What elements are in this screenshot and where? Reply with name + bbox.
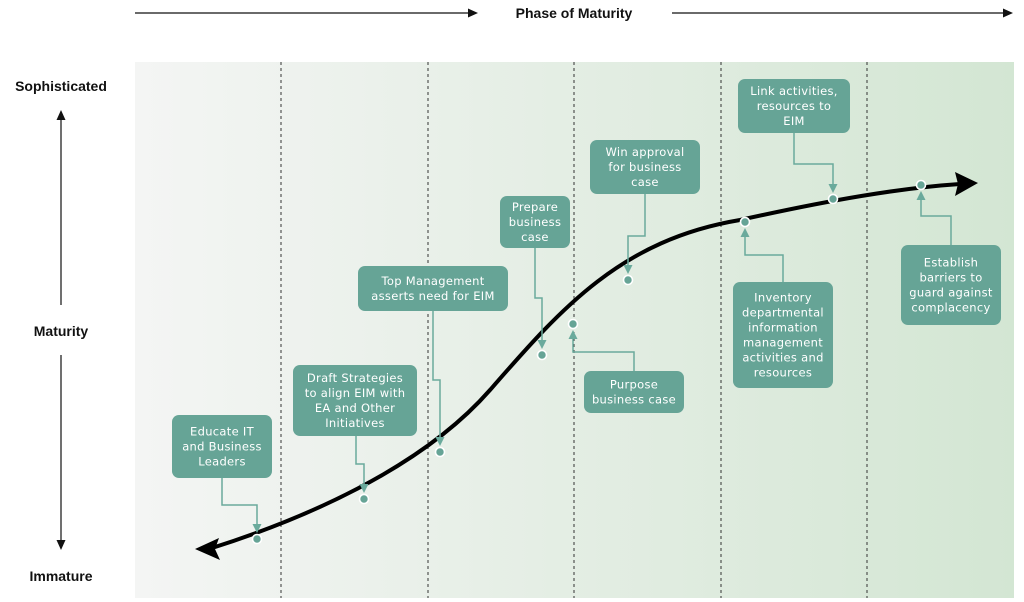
step-box-text: activities and [742, 351, 823, 365]
connector-arrow-purpose [568, 330, 578, 339]
connector-purpose [572, 333, 635, 371]
connector-arrow-win [623, 265, 633, 274]
step-box-text: Prepare [512, 200, 558, 214]
step-box-bg [358, 266, 508, 311]
step-box-text: business case [592, 393, 676, 407]
step-box-text: resources [754, 366, 812, 380]
connector-arrow-educate [252, 524, 262, 533]
step-box-text: Win approval [605, 145, 684, 159]
connectors [221, 133, 952, 533]
step-box-text: Initiatives [325, 416, 385, 430]
step-box-text: to align EIM with [305, 386, 406, 400]
step-box-bg [590, 140, 700, 194]
step-box-bg [500, 196, 570, 248]
step-box-text: Establish [924, 256, 978, 270]
y-axis: Sophisticated Maturity Immature [15, 78, 107, 584]
phase-dividers [280, 62, 868, 598]
step-box-text: business [509, 215, 562, 229]
curve-point-topmgmt [434, 446, 446, 458]
connector-arrow-prepare [537, 340, 547, 349]
step-box-text: Purpose [610, 378, 658, 392]
step-box-text: Educate IT [190, 425, 255, 439]
connector-educate [221, 478, 258, 530]
step-box-text: Top Management [380, 274, 484, 288]
curve-point-purpose [567, 318, 579, 330]
step-box-text: Link activities, [750, 84, 838, 98]
step-box-text: resources to [757, 99, 832, 113]
step-box-text: Leaders [198, 455, 246, 469]
step-box-bg [293, 365, 417, 436]
step-box-bg [584, 371, 684, 413]
curve-point-link [827, 193, 839, 205]
curve-point-draft [358, 493, 370, 505]
step-box-text: departmental [742, 306, 824, 320]
connector-topmgmt [432, 311, 441, 443]
connector-arrow-draft [359, 484, 369, 493]
connector-draft [355, 436, 365, 490]
step-box-inventory: Inventorydepartmentalinformationmanageme… [733, 282, 833, 388]
curve-point-win [622, 274, 634, 286]
step-box-text: and Business [182, 440, 262, 454]
connector-prepare [534, 248, 543, 346]
step-box-text: Inventory [754, 291, 812, 305]
step-box-text: complacency [911, 301, 990, 315]
connector-arrow-topmgmt [435, 437, 445, 446]
connector-inventory [744, 231, 784, 282]
step-box-text: case [631, 175, 659, 189]
curve-arrow-head-right [955, 172, 978, 196]
connector-establish [920, 194, 952, 245]
curve-point-establish [915, 179, 927, 191]
step-box-text: Draft Strategies [307, 371, 403, 385]
step-box-text: asserts need for EIM [371, 289, 494, 303]
curve-point-educate [251, 533, 263, 545]
y-axis-top-label: Sophisticated [15, 78, 107, 94]
connector-arrow-establish [916, 191, 926, 200]
connector-arrow-inventory [740, 228, 750, 237]
y-axis-middle-label: Maturity [34, 323, 89, 339]
step-box-text: case [521, 230, 549, 244]
phase-title: Phase of Maturity [516, 5, 633, 21]
header-arrow-right-head [1003, 8, 1013, 18]
y-axis-up-arrow-head [56, 110, 66, 120]
step-box-text: EIM [783, 114, 804, 128]
step-box-text: management [743, 336, 823, 350]
curve-point-inventory [739, 216, 751, 228]
connector-link [793, 133, 834, 190]
maturity-curve [195, 172, 978, 560]
connector-arrow-link [828, 184, 838, 193]
curve-arrow-head-left [195, 538, 220, 560]
maturity-curve-path [211, 182, 961, 550]
curve-point-prepare [536, 349, 548, 361]
y-axis-down-arrow-head [56, 540, 66, 550]
step-box-bg [738, 79, 850, 133]
step-box-bg [172, 415, 272, 478]
step-box-text: for business [608, 160, 681, 174]
step-box-bg [733, 282, 833, 388]
step-box-text: information [748, 321, 818, 335]
curve-points [251, 179, 927, 545]
connector-win [627, 194, 646, 271]
y-axis-bottom-label: Immature [29, 568, 92, 584]
step-box-text: EA and Other [315, 401, 395, 415]
phase-header: Phase of Maturity [135, 5, 1013, 21]
step-box-text: barriers to [919, 271, 982, 285]
header-arrow-left-head [468, 8, 478, 18]
step-box-bg [901, 245, 1001, 325]
step-box-text: guard against [909, 286, 993, 300]
